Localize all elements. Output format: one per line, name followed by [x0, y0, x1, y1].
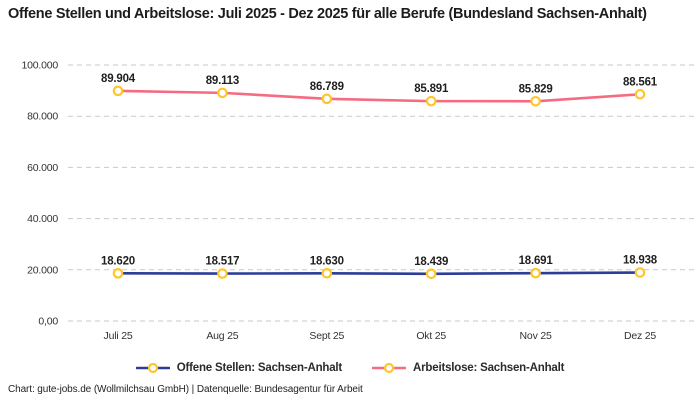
- y-axis-tick-label: 80.000: [27, 111, 58, 123]
- data-point-label: 18.691: [519, 255, 554, 267]
- y-axis-tick-label: 20.000: [27, 264, 58, 276]
- data-point-label: 89.904: [101, 73, 136, 85]
- chart-legend: Offene Stellen: Sachsen-Anhalt Arbeitslo…: [0, 357, 700, 379]
- data-point-label: 18.620: [101, 255, 135, 267]
- data-point-label: 18.439: [414, 256, 448, 268]
- legend-item-offene-stellen[interactable]: Offene Stellen: Sachsen-Anhalt: [135, 362, 343, 374]
- chart-source-footer: Chart: gute-jobs.de (Wollmilchsau GmbH) …: [8, 384, 363, 395]
- data-point-label: 18.630: [310, 255, 344, 267]
- data-point-label: 85.829: [519, 83, 553, 95]
- data-point-marker[interactable]: [634, 267, 646, 278]
- data-point-label: 89.113: [206, 75, 239, 87]
- y-axis-tick-label: 100.000: [21, 60, 58, 72]
- data-point-label: 18.938: [623, 255, 658, 267]
- data-point-marker[interactable]: [425, 95, 437, 107]
- line-marker-swatch-icon: [135, 362, 170, 374]
- data-point-marker[interactable]: [112, 85, 124, 97]
- y-axis-tick-label: 40.000: [27, 213, 58, 225]
- data-point-marker[interactable]: [634, 88, 646, 100]
- x-axis-tick-label: Juli 25: [104, 330, 133, 342]
- data-point-marker[interactable]: [321, 268, 333, 279]
- x-axis-tick-label: Aug 25: [206, 330, 238, 342]
- data-point-marker[interactable]: [530, 95, 541, 107]
- y-axis-tick-label: 60.000: [27, 162, 58, 174]
- y-axis-tick-label: 0,00: [38, 316, 58, 328]
- data-point-marker[interactable]: [530, 267, 541, 279]
- data-point-marker[interactable]: [217, 268, 228, 279]
- x-axis-tick-label: Okt 25: [416, 330, 446, 342]
- data-point-label: 86.789: [310, 81, 344, 93]
- data-point-marker[interactable]: [321, 93, 333, 105]
- series-line: [116, 271, 642, 276]
- data-point-marker[interactable]: [112, 268, 124, 279]
- x-axis-tick-label: Dez 25: [624, 330, 656, 342]
- data-point-label: 88.561: [623, 76, 658, 88]
- chart-canvas: 0,00 20.000 40.000 60.000 80.000 100.000 Juli …: [21, 60, 695, 342]
- x-axis-tick-label: Sept 25: [309, 330, 344, 342]
- data-point-label: 85.891: [414, 83, 449, 95]
- series-line: [116, 89, 642, 103]
- legend-item-arbeitslose[interactable]: Arbeitslose: Sachsen-Anhalt: [372, 362, 564, 374]
- data-point-label: 18.517: [205, 256, 239, 268]
- data-point-marker[interactable]: [425, 268, 437, 280]
- legend-label-arbeitslose: Arbeitslose: Sachsen-Anhalt: [413, 362, 565, 374]
- legend-label-offene-stellen: Offene Stellen: Sachsen-Anhalt: [176, 362, 343, 374]
- x-axis-tick-label: Nov 25: [520, 330, 552, 342]
- data-point-marker[interactable]: [217, 87, 228, 99]
- chart-title: Offene Stellen und Arbeitslose: Juli 202…: [8, 6, 647, 22]
- line-marker-swatch-icon: [372, 362, 407, 374]
